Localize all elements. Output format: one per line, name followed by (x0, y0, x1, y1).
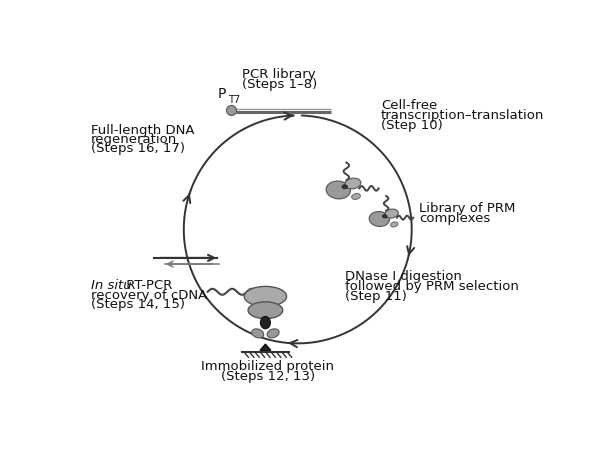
Text: (Steps 16, 17): (Steps 16, 17) (91, 142, 185, 155)
Ellipse shape (391, 222, 398, 227)
Text: followed by PRM selection: followed by PRM selection (345, 280, 518, 293)
Text: Cell-free: Cell-free (381, 98, 437, 111)
Ellipse shape (252, 329, 264, 338)
Text: transcription–translation: transcription–translation (381, 109, 544, 122)
Ellipse shape (385, 209, 399, 218)
Ellipse shape (248, 302, 283, 319)
Text: regeneration: regeneration (91, 133, 177, 146)
Ellipse shape (261, 316, 270, 329)
Text: Library of PRM: Library of PRM (420, 203, 516, 215)
Text: (Steps 14, 15): (Steps 14, 15) (91, 298, 185, 311)
Polygon shape (260, 344, 271, 351)
Text: In situ: In situ (91, 279, 131, 292)
Ellipse shape (382, 215, 387, 218)
Text: P: P (218, 87, 226, 101)
Text: recovery of cDNA: recovery of cDNA (91, 289, 207, 302)
Text: (Steps 12, 13): (Steps 12, 13) (221, 370, 315, 383)
Text: RT-PCR: RT-PCR (122, 279, 173, 292)
Ellipse shape (342, 185, 347, 189)
Text: (Step 10): (Step 10) (381, 118, 442, 132)
Text: PCR library: PCR library (243, 68, 316, 80)
Text: complexes: complexes (420, 212, 491, 226)
Text: (Step 11): (Step 11) (345, 290, 406, 303)
Ellipse shape (326, 181, 350, 199)
Ellipse shape (352, 193, 361, 199)
Ellipse shape (244, 286, 287, 307)
Text: Immobilized protein: Immobilized protein (201, 360, 334, 373)
Text: DNase I digestion: DNase I digestion (345, 270, 462, 283)
Ellipse shape (369, 212, 389, 227)
Ellipse shape (267, 329, 279, 338)
Text: Full-length DNA: Full-length DNA (91, 124, 194, 137)
Ellipse shape (345, 178, 361, 189)
Circle shape (226, 105, 237, 116)
Text: T7: T7 (228, 95, 240, 105)
Text: (Steps 1–8): (Steps 1–8) (241, 78, 317, 91)
